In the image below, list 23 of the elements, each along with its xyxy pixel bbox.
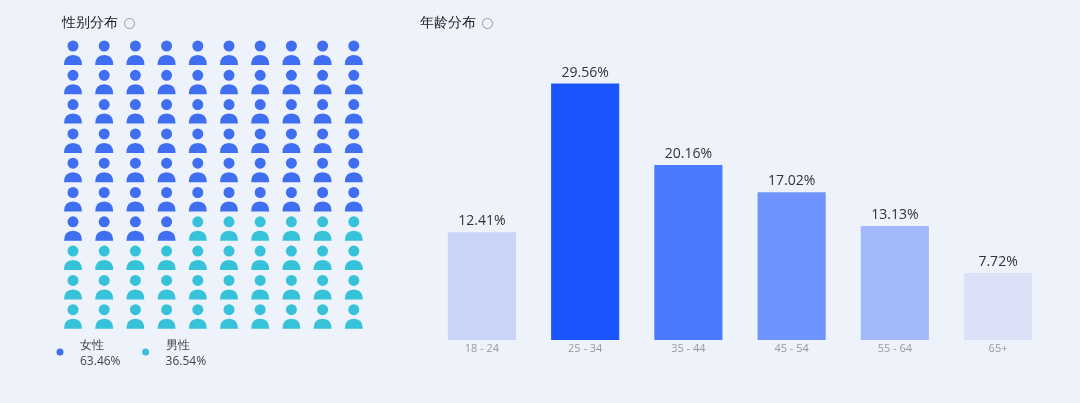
data-label: 17.02% (767, 170, 816, 190)
bar (757, 192, 826, 340)
bar (447, 232, 516, 340)
x-tick-label: 55 - 64 (877, 340, 913, 355)
text: 性别分布 (62, 14, 118, 32)
category-label: 男性 (165, 335, 190, 353)
x-tick-label: 45 - 54 (774, 340, 810, 355)
data-label: 12.41% (458, 210, 506, 230)
data-label: 13.13% (871, 204, 919, 224)
bar (860, 226, 929, 340)
chart-title: 年龄分布 (420, 14, 476, 32)
category-label: 女性 (80, 335, 104, 353)
data-label: 7.72% (978, 251, 1018, 271)
data-label: 63.46% (80, 351, 121, 369)
x-tick-label: 18 - 24 (464, 340, 500, 355)
x-tick-label: 35 - 44 (671, 340, 707, 355)
data-label: 36.54% (165, 351, 207, 369)
x-tick-label: 25 - 34 (567, 340, 604, 355)
x-tick-label: 65+ (988, 340, 1008, 355)
bar (551, 83, 620, 340)
bar (654, 165, 723, 340)
data-label: 20.16% (664, 143, 713, 163)
data-label: 29.56% (561, 61, 609, 81)
